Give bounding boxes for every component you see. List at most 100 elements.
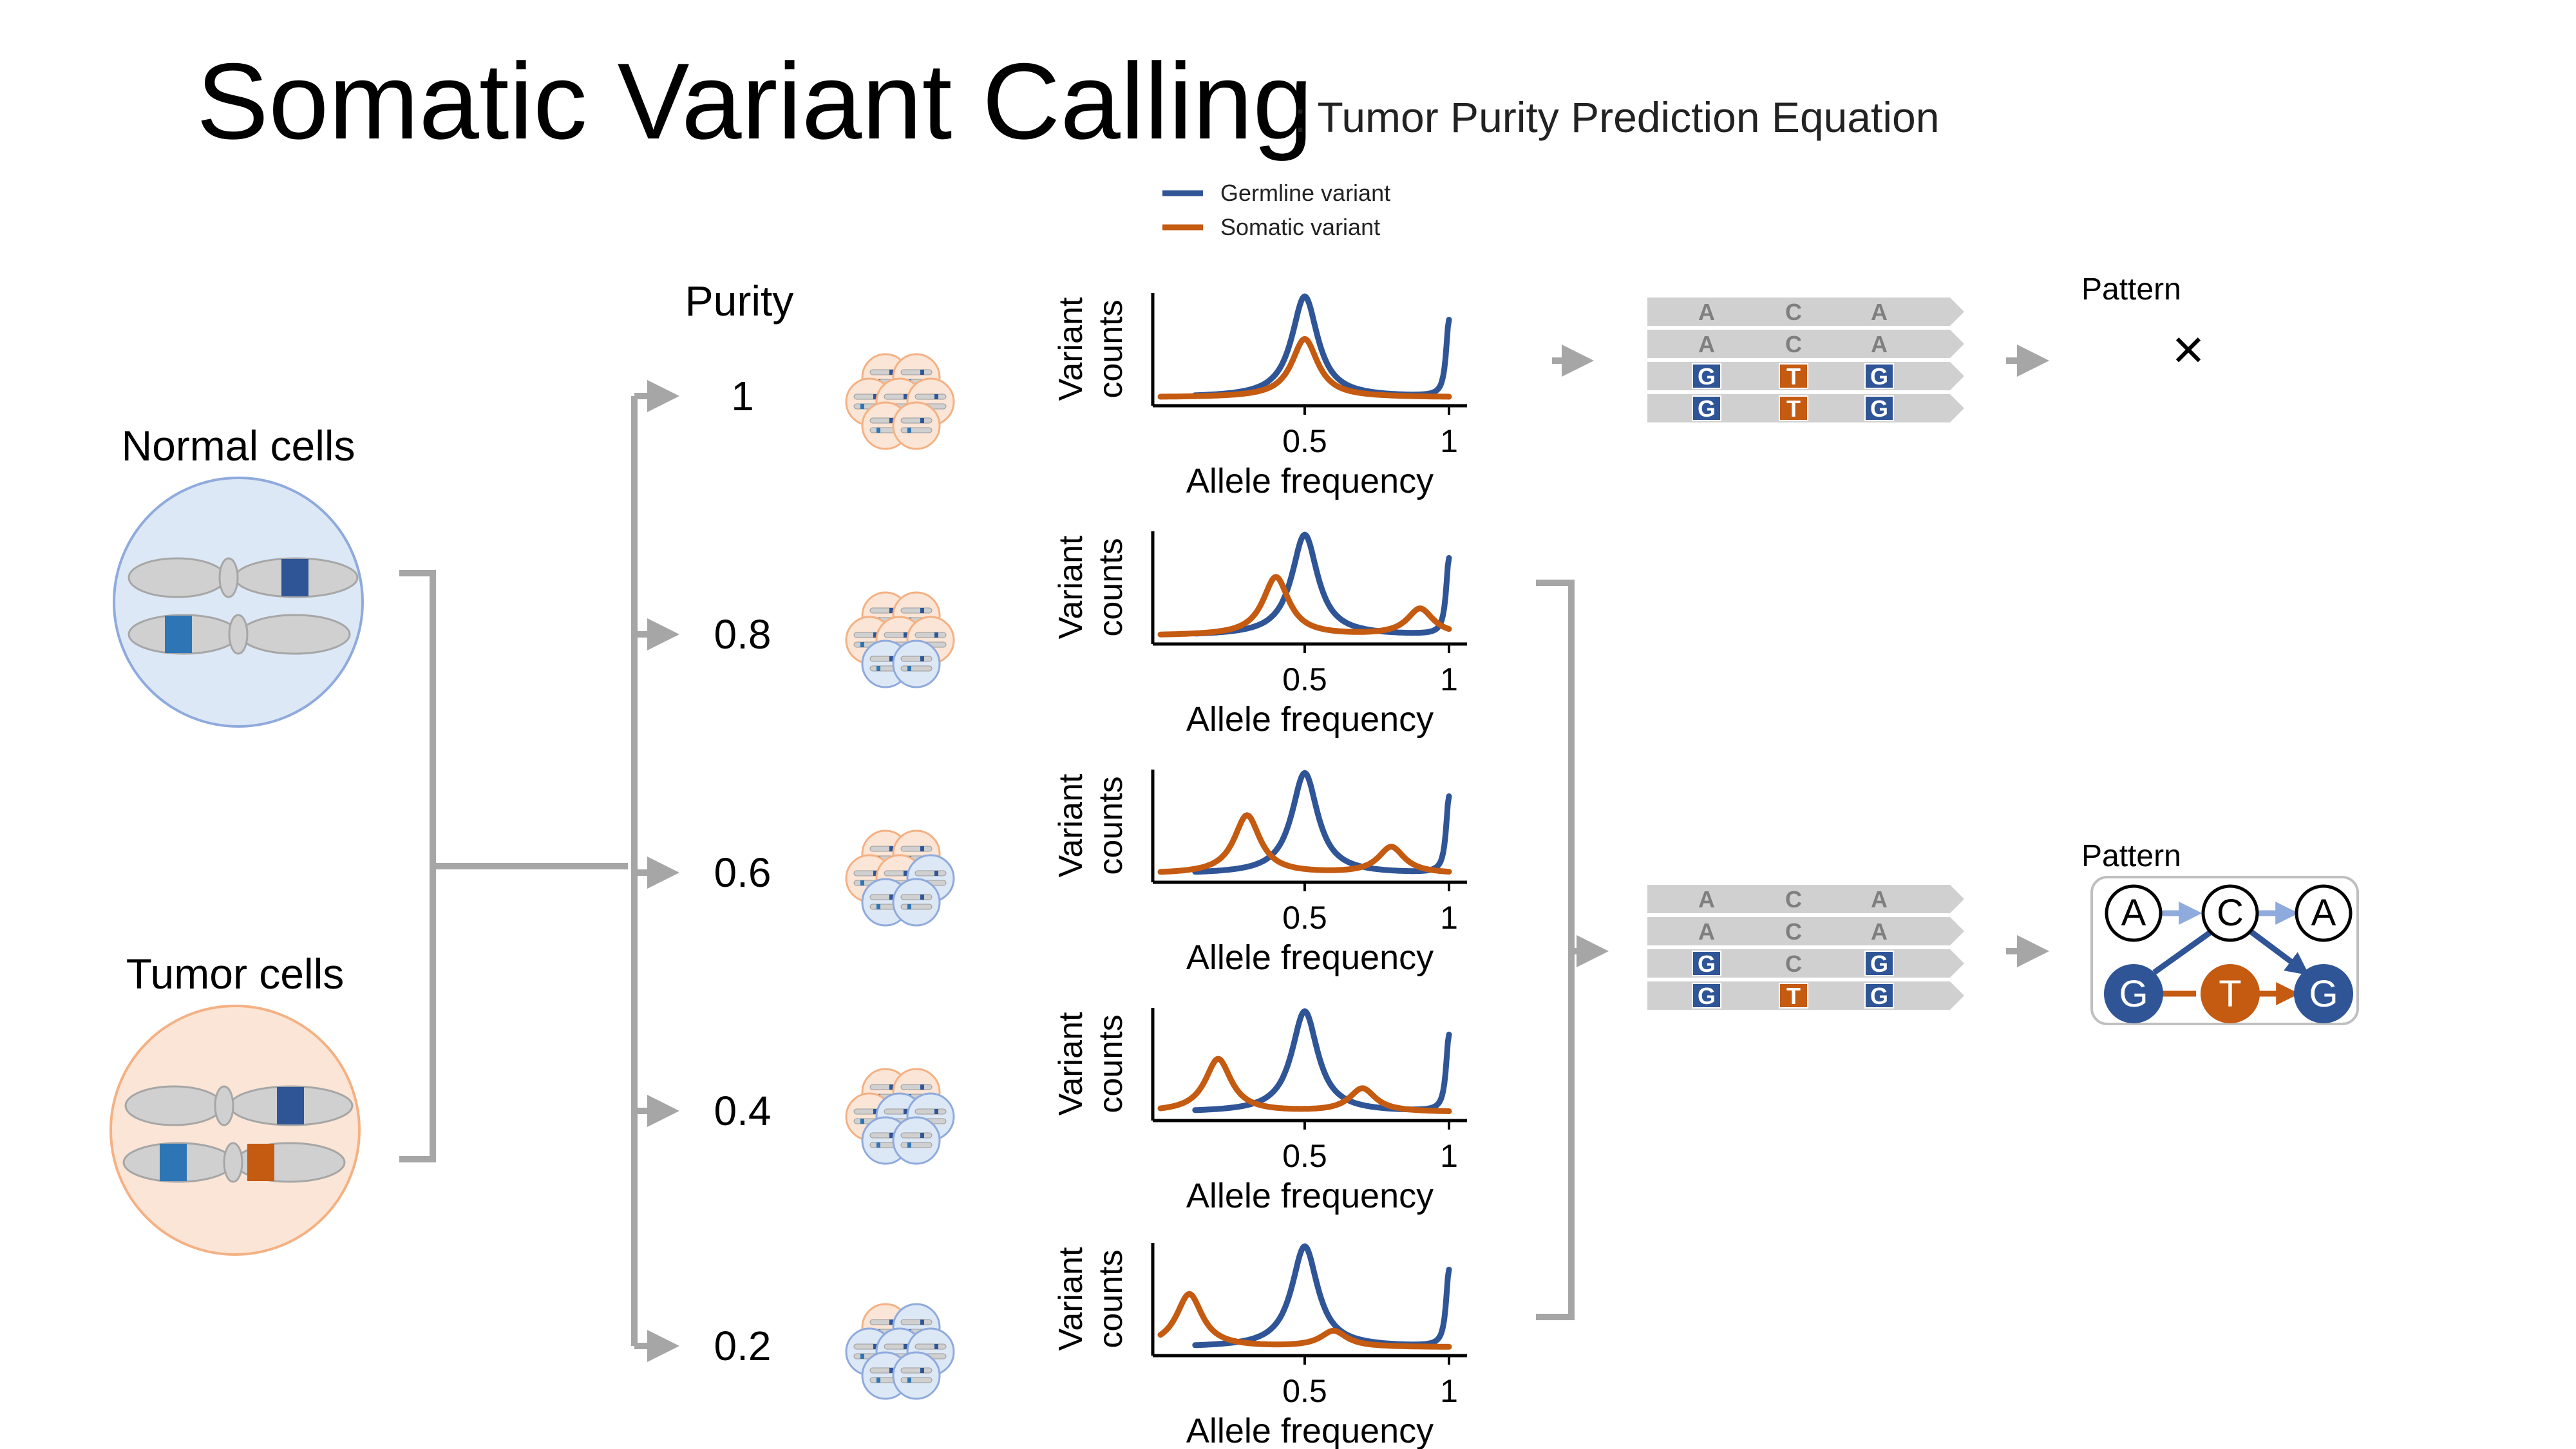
mini-band-icon — [907, 428, 911, 433]
mini-band-icon — [889, 1368, 893, 1373]
variant-base-label: G — [1870, 363, 1888, 390]
mini-band-icon — [920, 418, 924, 423]
variant-base-box — [1692, 363, 1721, 389]
x-axis-label: Allele frequency — [1186, 1412, 1434, 1449]
normal-cell-group: Normal cells — [113, 422, 364, 728]
cell-cluster-icon — [845, 829, 955, 927]
mini-band-icon — [876, 1142, 880, 1148]
germline-band-icon — [160, 1144, 187, 1181]
variant-base-box — [1864, 983, 1894, 1009]
mixing-connector — [399, 396, 638, 1346]
mini-band-icon — [934, 1109, 938, 1114]
germline-series-line — [1192, 531, 1452, 637]
mini-chromosome-icon — [900, 1319, 933, 1325]
legend-germline-label: Germline variant — [1220, 180, 1390, 206]
mini-band-icon — [920, 1368, 924, 1373]
y-axis-label-line2: counts — [1092, 538, 1130, 636]
mini-chromosome-icon — [914, 632, 947, 638]
variant-base-box — [1864, 363, 1894, 389]
mini-band-icon — [889, 1320, 893, 1325]
y-axis-label: Variant counts — [1052, 773, 1130, 877]
y-axis-label: Variant counts — [1052, 1012, 1130, 1115]
germline-series-line — [1192, 1243, 1452, 1349]
mini-band-icon — [920, 370, 924, 375]
variant-base-label: G — [1698, 983, 1716, 1009]
mini-band-icon — [920, 895, 924, 900]
read-bar — [1647, 885, 1964, 913]
reference-base-label: A — [1871, 299, 1888, 325]
pattern-node-ref-3-label: A — [2311, 892, 2336, 934]
mini-band-icon — [904, 1109, 907, 1114]
mini-band-icon — [889, 895, 893, 900]
x-tick-label: 0.5 — [1282, 661, 1327, 697]
mini-band-icon — [907, 1142, 911, 1148]
plot-bracket — [1536, 580, 1575, 1320]
mini-band-icon — [920, 1084, 924, 1090]
read-bar — [1647, 917, 1964, 945]
y-axis-label-line2: counts — [1092, 299, 1130, 398]
variant-base-box — [1692, 983, 1721, 1009]
somatic-band-icon — [247, 1144, 274, 1181]
mini-band-icon — [934, 871, 938, 876]
pattern-node-ref-3 — [2295, 884, 2353, 942]
mini-band-icon — [860, 642, 864, 647]
mini-band-icon — [860, 1119, 864, 1124]
reference-base-label: C — [1785, 918, 1802, 945]
mini-chromosome-icon — [900, 665, 933, 672]
tumor-chromosome-bottom — [122, 1142, 346, 1183]
purity-value-label: 0.8 — [714, 611, 772, 658]
normal-cells-label: Normal cells — [121, 422, 355, 469]
x-tick-label: 1 — [1440, 423, 1458, 459]
reference-base-label: C — [1785, 299, 1802, 325]
variant-base-label: T — [1786, 983, 1801, 1009]
pattern-label-top: Pattern — [2081, 272, 2181, 307]
mini-band-icon — [920, 608, 924, 613]
mini-band-icon — [876, 666, 880, 671]
variant-base-label: G — [1870, 983, 1888, 1009]
pattern-node-ref-2-label: C — [2217, 892, 2244, 934]
x-tick-label: 0.5 — [1282, 423, 1327, 459]
variant-base-label: G — [1870, 951, 1888, 977]
variant-base-box — [1692, 951, 1721, 976]
pattern-node-ref-1-label: A — [2121, 892, 2146, 934]
mini-band-icon — [873, 1344, 877, 1349]
reference-base-label: C — [1785, 331, 1802, 357]
no-pattern-icon: × — [2172, 319, 2204, 381]
somatic-series-line — [1157, 336, 1452, 400]
x-tick-label: 0.5 — [1282, 1373, 1327, 1409]
mini-chromosome-icon — [900, 894, 933, 900]
germline-series-line — [1192, 1008, 1452, 1113]
purity-header: Purity — [685, 277, 794, 325]
pattern-node-ref-2 — [2201, 884, 2259, 942]
variant-base-box — [1779, 983, 1808, 1009]
germline-band-icon — [281, 559, 308, 596]
x-tick-label: 1 — [1440, 1138, 1458, 1174]
y-axis-label-line1: Variant — [1052, 1247, 1090, 1350]
page-title: Somatic Variant Calling — [196, 41, 1313, 162]
pattern-node-alt-2-label: T — [2219, 973, 2241, 1015]
flow-arrows — [1552, 345, 2049, 967]
purity-row-1: 1 — [634, 353, 955, 450]
variant-base-label: G — [1698, 363, 1716, 390]
germline-band-icon — [277, 1087, 304, 1124]
reference-base-label: A — [1698, 299, 1715, 325]
somatic-series-line — [1157, 1056, 1452, 1114]
low-purity-connector — [1536, 580, 1609, 1320]
mini-chromosome-icon — [900, 1084, 933, 1090]
somatic-series-line — [1157, 574, 1452, 638]
somatic-series-line — [1157, 812, 1452, 875]
germline-series-line — [1192, 293, 1452, 399]
tumor-chromosome-top — [124, 1085, 354, 1126]
purity-value-label: 1 — [731, 373, 754, 419]
variant-base-box — [1779, 363, 1808, 389]
x-axis-label: Allele frequency — [1186, 700, 1434, 739]
x-tick-label: 1 — [1440, 900, 1458, 936]
